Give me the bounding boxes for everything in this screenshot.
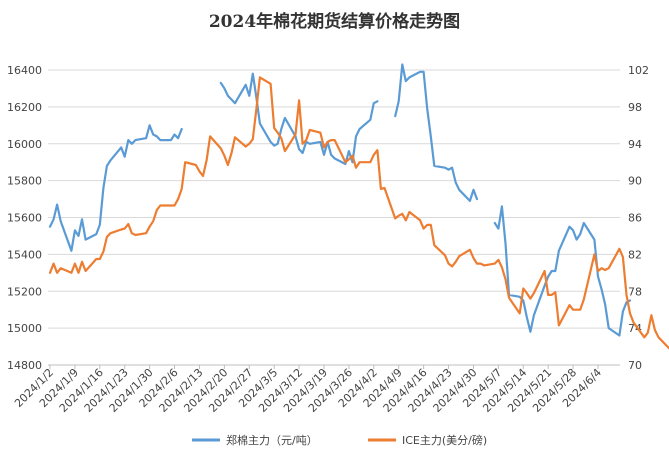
y-right-tick-label: 74 [628,322,642,335]
gridlines [48,69,620,329]
y-left-tick-label: 15200 [7,285,42,298]
series-lines [48,63,669,350]
legend: 郑棉主力（元/吨） ICE主力(美分/磅) [192,433,487,447]
legend-label-ice: ICE主力(美分/磅) [402,433,487,447]
series-line-ice [48,76,669,350]
y-left-tick-label: 15400 [7,248,42,261]
y-left-tick-label: 16400 [7,64,42,77]
y-left-tick-label: 14800 [7,359,42,372]
chart-title: 2024年棉花期货结算价格走势图 [209,11,460,32]
y-right-tick-label: 102 [628,64,649,77]
y-right-tick-label: 86 [628,212,642,225]
y-right-tick-label: 82 [628,248,642,261]
y-right-tick-label: 70 [628,359,642,372]
y-right-tick-label: 90 [628,175,642,188]
y-right-tick-label: 98 [628,101,642,114]
y-right-tick-label: 94 [628,138,642,151]
legend-label-zhengmian: 郑棉主力（元/吨） [226,433,318,447]
y-left-tick-label: 15600 [7,212,42,225]
y-left-tick-label: 16000 [7,138,42,151]
series-line-zhengmian [48,63,632,337]
y-left-tick-label: 15800 [7,175,42,188]
y-right-tick-label: 78 [628,285,642,298]
axes: 14800 15000 15200 15400 15600 15800 16000 16200… [7,64,649,415]
y-left-tick-label: 16200 [7,101,42,114]
y-left-tick-label: 15000 [7,322,42,335]
